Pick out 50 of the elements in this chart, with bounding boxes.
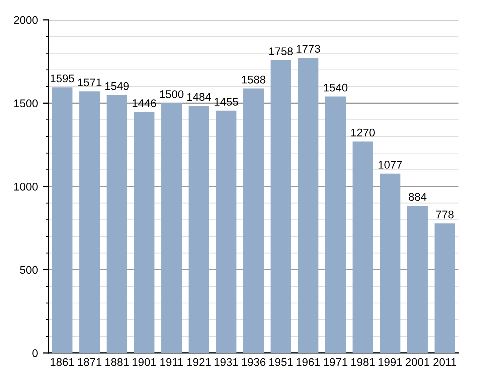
x-tick-label: 1931: [214, 358, 238, 366]
x-tick-label: 2001: [406, 358, 430, 366]
bar: [270, 60, 292, 354]
data-label: 1595: [50, 74, 74, 83]
x-tick-label: 2011: [434, 358, 456, 366]
y-tick-label: 1500: [14, 100, 38, 108]
data-label: 1773: [296, 45, 320, 53]
bar: [80, 92, 100, 354]
data-label: 778: [436, 210, 454, 219]
data-label: 1571: [78, 78, 102, 87]
bar: [352, 142, 374, 354]
data-label: 1455: [214, 98, 238, 106]
data-label: 1270: [352, 128, 375, 137]
data-label: 1484: [188, 93, 212, 102]
x-tick-label: 1911: [160, 358, 184, 366]
data-label: 1588: [242, 76, 266, 84]
bar: [188, 106, 210, 354]
data-label: 1758: [270, 48, 293, 56]
data-label: 884: [408, 193, 427, 202]
data-label: 1446: [132, 100, 156, 108]
data-label: 1077: [378, 161, 402, 169]
bar: [407, 206, 428, 354]
y-tick-label: 2000: [14, 16, 38, 24]
y-tick-label: 500: [20, 266, 38, 274]
data-label: 1500: [160, 90, 184, 98]
bar: [380, 174, 401, 354]
x-tick-label: 1881: [106, 358, 129, 366]
x-tick-label: 1936: [242, 358, 266, 366]
y-tick-label: 0: [32, 350, 38, 358]
bar: [325, 96, 346, 354]
x-tick-label: 1961: [296, 358, 320, 366]
data-label: 1540: [324, 84, 348, 92]
bar: [244, 88, 264, 354]
x-tick-label: 1861: [50, 358, 74, 366]
x-tick-label: 1951: [270, 358, 293, 366]
bar: [434, 224, 456, 354]
bar: [52, 88, 73, 354]
x-tick-label: 1901: [132, 358, 156, 366]
bar: [298, 58, 319, 354]
x-tick-label: 1971: [324, 358, 348, 366]
y-tick-label: 1000: [14, 182, 38, 191]
bar: [134, 112, 155, 354]
x-tick-label: 1871: [78, 358, 102, 366]
bar: [106, 95, 128, 354]
bar: [162, 103, 182, 354]
bar: [216, 110, 237, 354]
x-tick-label: 1921: [188, 358, 211, 366]
x-tick-label: 1991: [378, 358, 402, 366]
data-label: 1549: [106, 82, 129, 90]
x-tick-label: 1981: [352, 358, 375, 366]
